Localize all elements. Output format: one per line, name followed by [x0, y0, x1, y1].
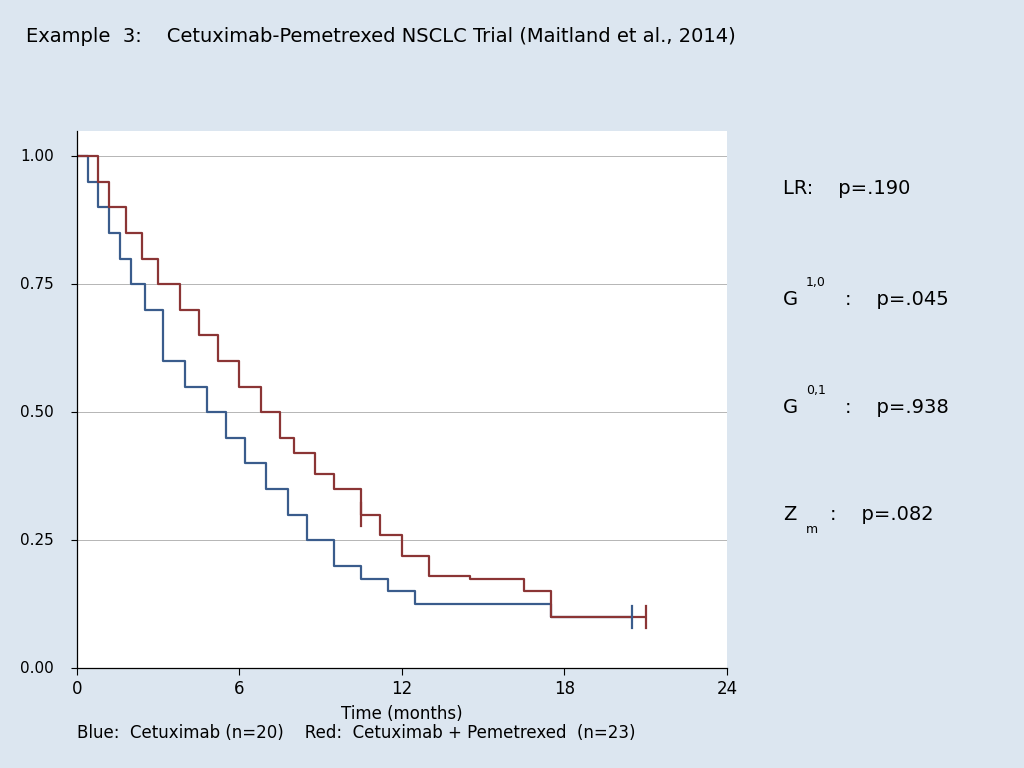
Text: 0.75: 0.75	[20, 276, 54, 292]
Text: :    p=.082: : p=.082	[830, 505, 934, 524]
Text: 0,1: 0,1	[806, 384, 825, 396]
Text: 1,0: 1,0	[806, 276, 825, 289]
Text: G: G	[783, 398, 799, 416]
Text: LR:    p=.190: LR: p=.190	[783, 179, 910, 197]
Text: G: G	[783, 290, 799, 309]
X-axis label: Time (months): Time (months)	[341, 705, 463, 723]
Text: 1.00: 1.00	[20, 149, 54, 164]
Text: :    p=.045: : p=.045	[845, 290, 948, 309]
Text: 0.25: 0.25	[20, 533, 54, 548]
Text: :    p=.938: : p=.938	[845, 398, 948, 416]
Text: Example  3:    Cetuximab-Pemetrexed NSCLC Trial (Maitland et al., 2014): Example 3: Cetuximab-Pemetrexed NSCLC Tr…	[26, 27, 735, 46]
Text: 0.50: 0.50	[20, 405, 54, 419]
Text: m: m	[806, 524, 818, 536]
Text: 0.00: 0.00	[20, 660, 54, 676]
Text: Blue:  Cetuximab (n=20)    Red:  Cetuximab + Pemetrexed  (n=23): Blue: Cetuximab (n=20) Red: Cetuximab + …	[77, 724, 635, 743]
Text: Z: Z	[783, 505, 797, 524]
